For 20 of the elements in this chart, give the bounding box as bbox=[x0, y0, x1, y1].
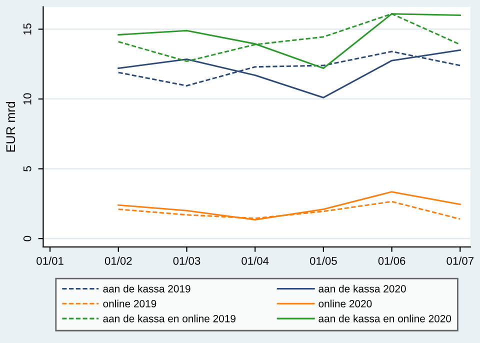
legend-label: aan de kassa en online 2020 bbox=[318, 314, 452, 322]
y-axis-title: EUR mrd bbox=[6, 102, 16, 152]
x-tick-label: 01/04 bbox=[242, 256, 269, 265]
y-tick-label: 5 bbox=[24, 166, 32, 172]
x-tick-label: 01/07 bbox=[446, 256, 474, 265]
legend-label: aan de kassa en online 2019 bbox=[103, 314, 236, 322]
legend-label: aan de kassa 2019 bbox=[103, 284, 190, 292]
y-tick-label: 10 bbox=[23, 93, 32, 104]
line-series bbox=[118, 191, 461, 221]
x-tick-label: 01/06 bbox=[378, 256, 406, 265]
line-series bbox=[118, 49, 461, 98]
legend-label: online 2020 bbox=[318, 300, 372, 308]
x-tick-label: 01/02 bbox=[104, 256, 132, 265]
y-tick-label: 0 bbox=[23, 236, 32, 242]
y-tick-label: 15 bbox=[24, 23, 32, 35]
x-tick-label: 01/03 bbox=[173, 256, 200, 265]
x-tick-label: 01/01 bbox=[36, 256, 64, 265]
legend-label: online 2019 bbox=[103, 300, 156, 308]
legend-label: aan de kassa 2020 bbox=[318, 284, 406, 292]
x-tick-label: 01/05 bbox=[310, 256, 337, 265]
